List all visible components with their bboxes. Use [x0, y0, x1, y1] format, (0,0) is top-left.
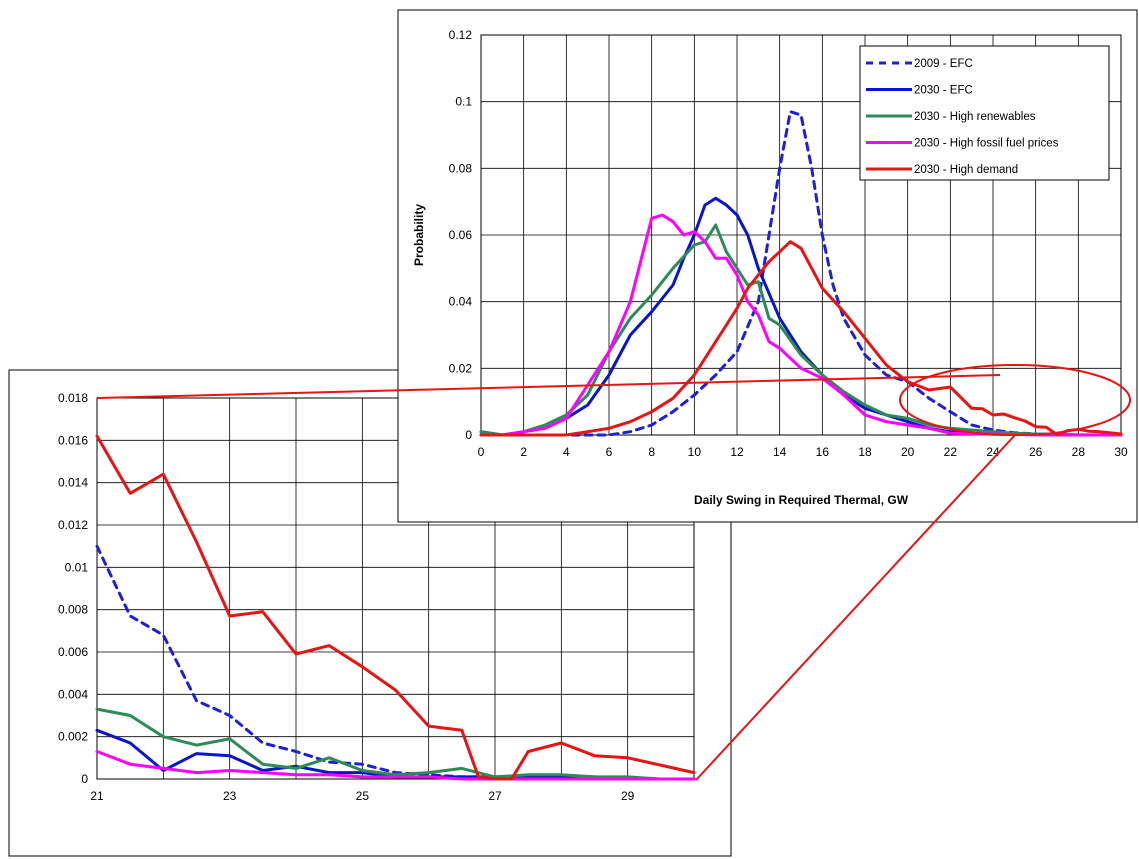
y-tick-label: 0.008	[58, 603, 88, 617]
x-tick-label: 6	[606, 445, 613, 459]
series-line-2030-high-renewables	[95, 707, 696, 781]
x-tick-label: 10	[688, 445, 702, 459]
main-x-axis-label: Daily Swing in Required Thermal, GW	[694, 493, 909, 507]
zoom-connector-top	[96, 374, 1001, 399]
x-tick-label: 25	[356, 789, 370, 803]
x-tick-label: 23	[223, 789, 237, 803]
series-line-2030-high-demand	[95, 434, 696, 781]
y-tick-label: 0.004	[58, 687, 88, 701]
legend-label-2009-efc: 2009 - EFC	[914, 58, 973, 70]
y-tick-label: 0.016	[58, 433, 88, 447]
y-tick-label: 0.1	[455, 95, 472, 109]
y-tick-label: 0.002	[58, 730, 88, 744]
inset-tick-labels: 0 0.002 0.004 0.006 0.008 0.01 0.012 0.014 0.016…	[58, 391, 635, 803]
y-tick-label: 0.04	[449, 295, 473, 309]
zoom-callout	[96, 364, 1131, 781]
x-tick-label: 27	[488, 789, 502, 803]
y-tick-label: 0	[81, 772, 88, 786]
x-tick-label: 12	[730, 445, 744, 459]
legend-label-2030-efc: 2030 - EFC	[914, 85, 973, 97]
x-tick-label: 21	[90, 789, 104, 803]
y-tick-label: 0.02	[449, 361, 473, 375]
x-tick-label: 14	[773, 445, 787, 459]
x-tick-label: 8	[648, 445, 655, 459]
series-line-2030-high-fossil-fuel-prices	[95, 750, 696, 781]
x-tick-label: 16	[816, 445, 830, 459]
x-tick-label: 28	[1072, 445, 1086, 459]
y-tick-label: 0.08	[449, 161, 473, 175]
legend: 2009 - EFC 2030 - EFC 2030 - High renewabl…	[859, 45, 1110, 181]
zoom-connector-bottom	[695, 434, 1016, 781]
x-tick-label: 2	[520, 445, 527, 459]
y-tick-label: 0	[465, 428, 472, 442]
legend-label-2030-high-demand: 2030 - High demand	[914, 164, 1018, 176]
y-tick-label: 0.014	[58, 476, 88, 490]
x-tick-label: 26	[1029, 445, 1043, 459]
series-line-2030-high-demand	[479, 240, 1123, 437]
y-tick-label: 0.012	[58, 518, 88, 532]
legend-box	[859, 45, 1110, 181]
x-tick-label: 4	[563, 445, 570, 459]
y-tick-label: 0.006	[58, 645, 88, 659]
y-tick-label: 0.12	[449, 28, 473, 42]
main-y-axis-label: Probability	[412, 204, 426, 266]
x-tick-label: 29	[621, 789, 635, 803]
main-chart: 0 0.02 0.04 0.06 0.08 0.1 0.12 0 2 4 6 8 10 12 14 16 18 2…	[397, 9, 1138, 523]
y-tick-label: 0.06	[449, 228, 473, 242]
x-tick-label: 20	[901, 445, 915, 459]
x-tick-label: 0	[478, 445, 485, 459]
y-tick-label: 0.018	[58, 391, 88, 405]
x-tick-label: 22	[944, 445, 958, 459]
legend-label-2030-high-renewables: 2030 - High renewables	[914, 111, 1036, 123]
x-tick-label: 18	[858, 445, 872, 459]
inset-series-layer	[95, 434, 696, 781]
x-tick-label: 30	[1114, 445, 1128, 459]
series-line-2030-high-renewables	[479, 223, 1123, 437]
y-tick-label: 0.01	[65, 560, 89, 574]
legend-label-2030-high-fossil-fuel-prices: 2030 - High fossil fuel prices	[914, 138, 1059, 150]
main-tick-labels: 0 0.02 0.04 0.06 0.08 0.1 0.12 0 2 4 6 8 10 12 14 16 18 2…	[449, 28, 1128, 459]
